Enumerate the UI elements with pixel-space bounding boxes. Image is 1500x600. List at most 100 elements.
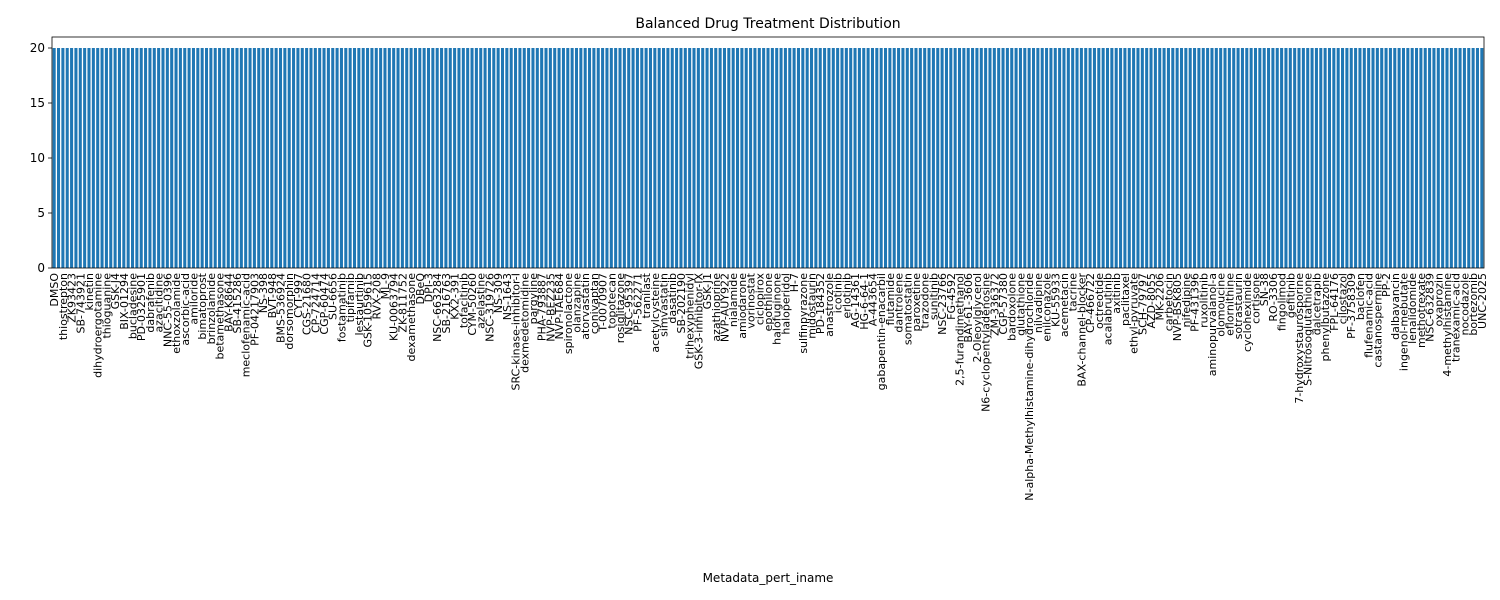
bar <box>531 48 535 268</box>
bar <box>936 48 940 268</box>
bar <box>1393 48 1397 268</box>
bar <box>348 48 352 268</box>
x-tick-label: lestaurtinib <box>353 273 366 335</box>
x-tick-label: A-443654 <box>866 273 879 326</box>
bar <box>1219 48 1223 268</box>
bar <box>1271 48 1275 268</box>
x-tick-label: 2-Oleoylglycerol <box>971 273 984 362</box>
x-tick-label: CYM-50260 <box>466 273 479 336</box>
bar <box>96 48 100 268</box>
bar <box>779 48 783 268</box>
bar <box>87 48 91 268</box>
bar <box>740 48 744 268</box>
x-tick-label: fostamatinib <box>335 273 348 342</box>
bar <box>196 48 200 268</box>
x-tick-label: DPI-3 <box>422 273 435 302</box>
bar <box>670 48 674 268</box>
bar <box>374 48 378 268</box>
bar <box>309 48 313 268</box>
bar <box>305 48 309 268</box>
bar <box>570 48 574 268</box>
x-tick-label: octreotide <box>1093 273 1106 329</box>
bar <box>492 48 496 268</box>
bar <box>966 48 970 268</box>
bar <box>1323 48 1327 268</box>
x-tick-label: tofacitinib <box>457 273 470 328</box>
bar <box>1158 48 1162 268</box>
bar <box>1210 48 1214 268</box>
bar <box>753 48 757 268</box>
bar <box>692 48 696 268</box>
bar <box>892 48 896 268</box>
x-tick-label: gabapentin-enacarbil <box>875 273 888 390</box>
bar <box>962 48 966 268</box>
bar <box>1005 48 1009 268</box>
bar <box>435 48 439 268</box>
bar <box>849 48 853 268</box>
bar <box>666 48 670 268</box>
x-tick-label: SCH-79797 <box>1136 273 1149 335</box>
bar <box>239 48 243 268</box>
bar <box>135 48 139 268</box>
x-tick-label: NSC-663284 <box>431 273 444 342</box>
bar <box>579 48 583 268</box>
bar <box>509 48 513 268</box>
x-tick-label: gefitinib <box>1284 273 1297 318</box>
bar <box>544 48 548 268</box>
bar <box>918 48 922 268</box>
x-tick-label: azacitidine <box>153 273 166 333</box>
x-tick-label: nocodazole <box>1458 273 1471 336</box>
bar <box>1119 48 1123 268</box>
x-tick-label: epothilone <box>762 273 775 332</box>
bar <box>1092 48 1096 268</box>
bar <box>474 48 478 268</box>
bar <box>361 48 365 268</box>
x-tick-label: nialamide <box>727 273 740 327</box>
bar <box>396 48 400 268</box>
x-tick-label: NS-309 <box>492 273 505 313</box>
x-tick-label: thiostrepton <box>57 273 70 340</box>
x-tick-label: dalcetrapib <box>1310 273 1323 335</box>
x-tick-label: castanospermine <box>1371 273 1384 368</box>
x-tick-label: pargyline <box>527 273 540 325</box>
x-tick-label: RO-3306 <box>1267 273 1280 322</box>
bar <box>144 48 148 268</box>
x-tick-label: spironolactone <box>562 273 575 354</box>
bar <box>1040 48 1044 268</box>
bar <box>287 48 291 268</box>
bar <box>257 48 261 268</box>
bar <box>522 48 526 268</box>
bar <box>1297 48 1301 268</box>
x-tick-label: KU-0063794 <box>388 273 401 341</box>
bar <box>840 48 844 268</box>
x-tick-label: methotrexate <box>1415 273 1428 348</box>
bar <box>191 48 195 268</box>
bar <box>440 48 444 268</box>
bar <box>461 48 465 268</box>
bar <box>609 48 613 268</box>
bar <box>923 48 927 268</box>
x-tick-label: SB-202190 <box>675 273 688 334</box>
bar <box>940 48 944 268</box>
x-tick-label: rosiglitazone <box>614 273 627 343</box>
bar <box>727 48 731 268</box>
bar <box>409 48 413 268</box>
x-tick-label: ZK93423 <box>66 273 79 323</box>
bar <box>770 48 774 268</box>
bar <box>574 48 579 268</box>
bar <box>1301 48 1305 268</box>
bar <box>1127 48 1131 268</box>
x-tick-label: sunitinib <box>927 273 940 320</box>
bar <box>357 48 361 268</box>
x-tick-label: tranilast <box>640 272 653 318</box>
y-tick-label: 5 <box>37 206 45 220</box>
bar <box>518 48 522 268</box>
bar <box>1454 48 1458 268</box>
bar <box>857 48 861 268</box>
bar <box>265 48 269 268</box>
bar <box>1175 48 1179 268</box>
bar <box>1066 48 1070 268</box>
bar <box>383 48 387 268</box>
bar <box>657 48 661 268</box>
bar <box>714 48 718 268</box>
